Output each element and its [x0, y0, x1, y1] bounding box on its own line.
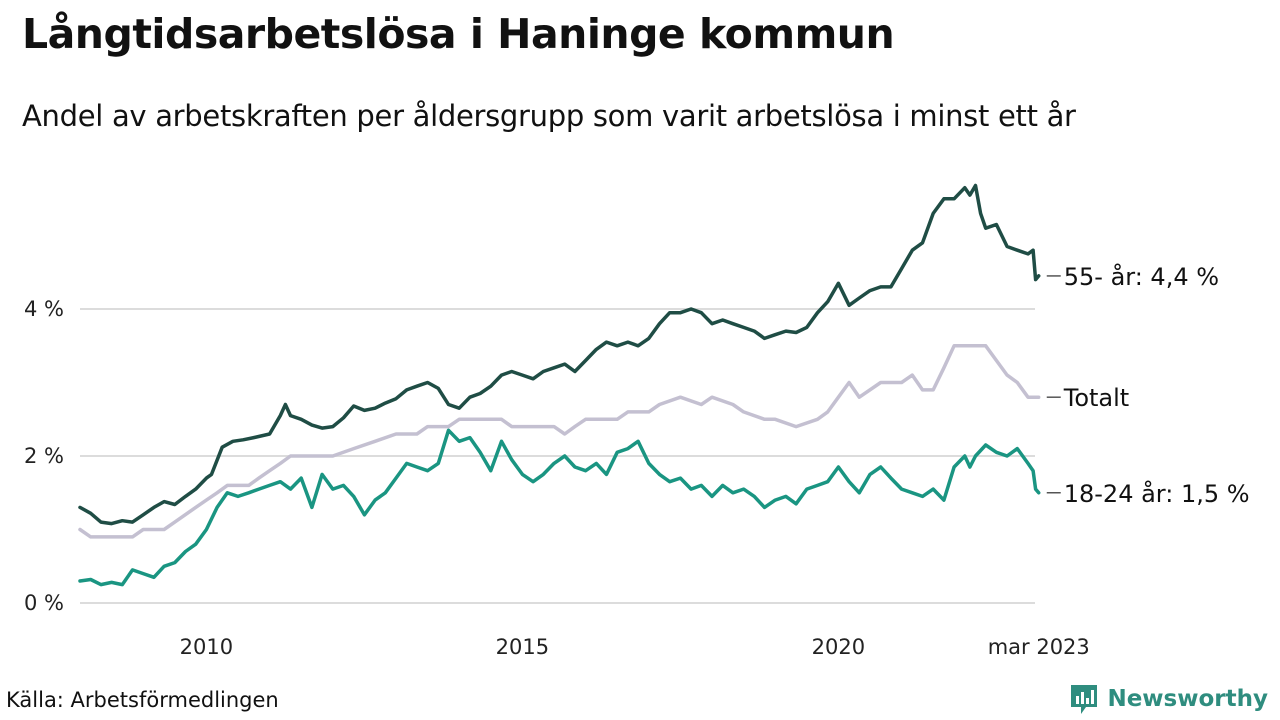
grid-lines: [80, 308, 1035, 604]
series-line-age-55-plus: [78, 183, 1041, 526]
line-chart: 0 % 2 % 4 % 2010 2015 2020 mar 2023 55- år: 4…: [24, 183, 1250, 659]
series-lines: [78, 183, 1041, 587]
x-tick-label: 2020: [812, 635, 865, 659]
x-tick-label: 2010: [180, 635, 233, 659]
bar-chart-icon: [1071, 685, 1098, 714]
series-label-age-18-24: 18-24 år: 1,5 %: [1064, 479, 1250, 508]
y-axis-ticks: 0 % 2 % 4 %: [24, 297, 64, 615]
x-axis-ticks: 2010 2015 2020 mar 2023: [180, 635, 1090, 659]
x-tick-label: mar 2023: [988, 635, 1090, 659]
series-line-age-18-24: [78, 428, 1041, 587]
brand-name: Newsworthy: [1107, 686, 1268, 712]
y-tick-label: 0 %: [24, 591, 64, 615]
chart-title: Långtidsarbetslösa i Haninge kommun: [22, 10, 895, 58]
x-tick-label: 2015: [496, 635, 549, 659]
y-tick-label: 2 %: [24, 444, 64, 468]
y-tick-label: 4 %: [24, 297, 64, 321]
chart-subtitle: Andel av arbetskraften per åldersgrupp s…: [22, 99, 1076, 133]
series-line-total: [78, 344, 1041, 539]
brand-logo[interactable]: Newsworthy: [1069, 682, 1268, 716]
series-label-age-55-plus: 55- år: 4,4 %: [1064, 262, 1219, 291]
source-note: Källa: Arbetsförmedlingen: [6, 688, 279, 712]
series-labels: 55- år: 4,4 % Totalt 18-24 år: 1,5 %: [1046, 262, 1250, 508]
series-label-total: Totalt: [1063, 384, 1129, 412]
